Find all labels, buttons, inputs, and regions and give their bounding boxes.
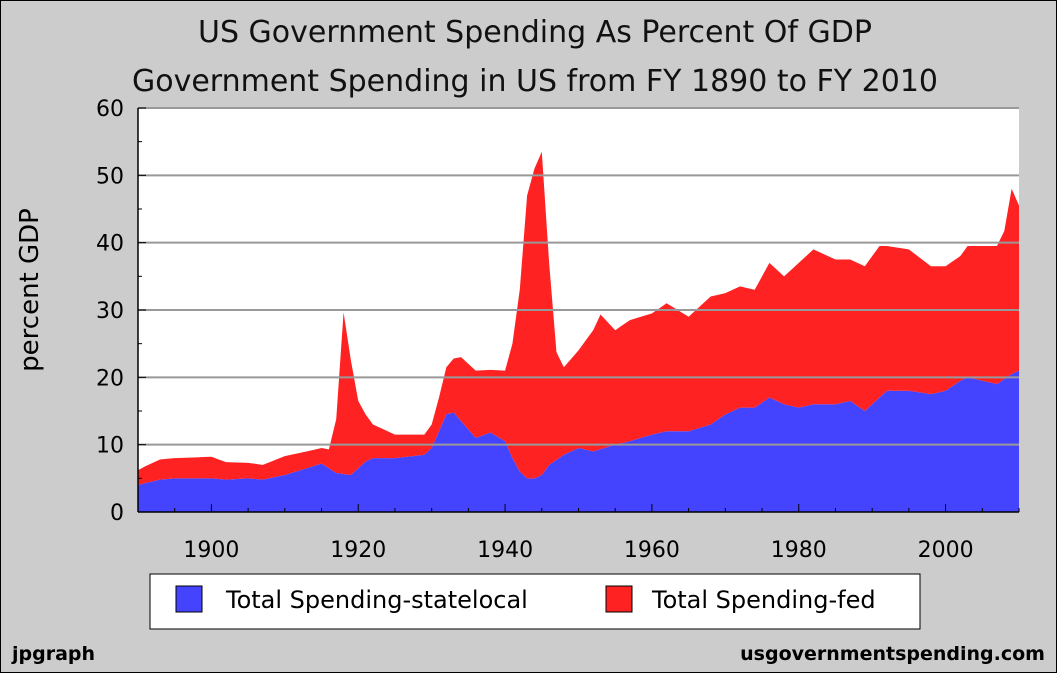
y-tick-label: 20 — [96, 366, 124, 391]
legend-label-statelocal: Total Spending-statelocal — [225, 586, 528, 614]
x-tick-label: 1940 — [477, 538, 533, 563]
footer-right: usgovernmentspending.com — [740, 643, 1045, 665]
legend-label-fed: Total Spending-fed — [651, 586, 876, 614]
chart-subtitle: Government Spending in US from FY 1890 t… — [132, 64, 938, 99]
legend-swatch-fed — [605, 585, 633, 613]
legend-box — [149, 573, 921, 630]
y-tick-label: 50 — [96, 164, 124, 189]
x-tick-label: 1900 — [183, 538, 239, 563]
legend: Total Spending-statelocal Total Spending… — [149, 573, 921, 630]
axes: 0 10 20 30 40 50 60 1900 1920 1940 1960 1980 2000 — [96, 97, 1020, 563]
chart-title: US Government Spending As Percent Of GDP — [198, 15, 872, 50]
area-series-0 — [138, 370, 1019, 512]
y-tick-label: 60 — [96, 97, 124, 122]
y-tick-label: 30 — [96, 299, 124, 324]
x-tick-label: 1980 — [771, 538, 827, 563]
legend-swatch-statelocal — [175, 585, 203, 613]
area-series-1 — [138, 151, 1019, 486]
y-tick-label: 0 — [110, 501, 124, 526]
footer-left: jpgraph — [11, 643, 95, 665]
gridlines — [138, 107, 1019, 446]
y-tick-label: 10 — [96, 434, 124, 459]
area-series-group — [138, 151, 1019, 512]
y-axis-label: percent GDP — [15, 208, 45, 372]
x-tick-label: 2000 — [918, 538, 974, 563]
x-tick-label: 1960 — [624, 538, 680, 563]
y-tick-label: 40 — [96, 232, 124, 257]
x-tick-label: 1920 — [330, 538, 386, 563]
